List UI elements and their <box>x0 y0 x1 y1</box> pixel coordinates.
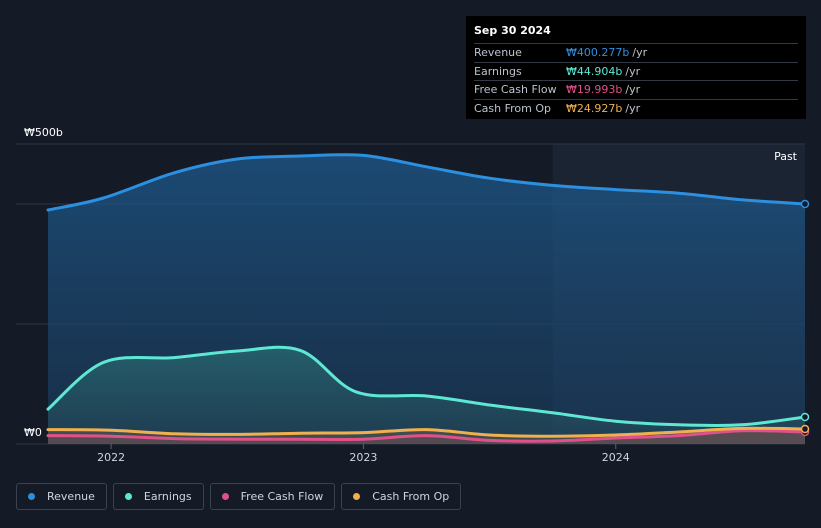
tooltip-value: ₩24.927b <box>566 101 623 115</box>
series-area-earnings <box>48 347 805 444</box>
legend-dot-icon <box>28 493 35 500</box>
y-tick-label: ₩500b <box>24 126 63 139</box>
series-end-point-revenue <box>800 199 810 209</box>
tooltip-unit: /yr <box>625 101 641 115</box>
past-label: Past <box>774 150 798 163</box>
tooltip-label: Free Cash Flow <box>474 83 557 96</box>
x-tick-label: 2024 <box>602 451 630 464</box>
x-tick-label: 2022 <box>97 451 125 464</box>
legend-label: Free Cash Flow <box>240 490 324 503</box>
series-end-point-earnings <box>800 412 810 422</box>
legend-label: Cash From Op <box>372 490 450 503</box>
tooltip-unit: /yr <box>632 46 648 59</box>
tooltip-unit: /yr <box>625 83 641 96</box>
legend-label: Earnings <box>143 490 192 503</box>
y-tick-label: ₩0 <box>24 426 42 439</box>
legend: Revenue Earnings Free Cash Flow Cash Fro… <box>16 483 462 510</box>
legend-item-revenue[interactable]: Revenue <box>16 483 107 510</box>
tooltip-row-cfo: Cash From Op ₩24.927b /yr <box>474 98 798 118</box>
tooltip: Sep 30 2024 Revenue ₩400.277b /yr Earnin… <box>466 16 806 119</box>
series-line-revenue <box>46 153 807 212</box>
series-end-point-cash-from-op <box>800 424 810 434</box>
tooltip-label: Earnings <box>474 64 522 78</box>
legend-dot-icon <box>353 493 361 500</box>
legend-item-free-cash-flow[interactable]: Free Cash Flow <box>209 483 336 510</box>
series-line-free-cash-flow <box>46 429 807 443</box>
series-line-cash-from-op <box>46 426 807 438</box>
tooltip-row-revenue: Revenue ₩400.277b /yr <box>474 43 798 62</box>
legend-item-cash-from-op[interactable]: Cash From Op <box>341 483 462 510</box>
tooltip-value: ₩44.904b <box>566 64 623 78</box>
series-line-earnings <box>46 345 807 428</box>
tooltip-label: Cash From Op <box>474 101 552 115</box>
legend-item-earnings[interactable]: Earnings <box>112 483 204 510</box>
tooltip-date: Sep 30 2024 <box>474 24 551 37</box>
tooltip-row-earnings: Earnings ₩44.904b /yr <box>474 61 798 81</box>
tooltip-unit: /yr <box>625 64 641 78</box>
legend-dot-icon <box>124 493 132 500</box>
legend-label: Revenue <box>47 490 95 503</box>
x-tick-label: 2023 <box>349 451 377 464</box>
legend-dot-icon <box>221 493 229 500</box>
tooltip-row-fcf: Free Cash Flow ₩19.993b /yr <box>474 80 798 99</box>
tooltip-value: ₩19.993b <box>566 83 623 96</box>
tooltip-value: ₩400.277b <box>566 46 630 59</box>
tooltip-label: Revenue <box>474 46 522 59</box>
